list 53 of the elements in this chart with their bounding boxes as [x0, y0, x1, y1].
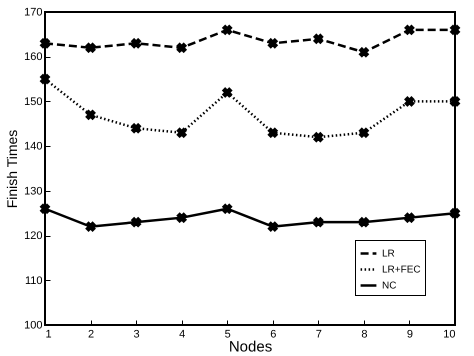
x-axis-title: Nodes — [228, 338, 272, 356]
point — [40, 204, 50, 214]
point — [358, 47, 370, 58]
x-tick-label: 5 — [224, 328, 231, 340]
point — [40, 38, 50, 48]
point — [268, 128, 278, 138]
point — [450, 208, 460, 218]
point — [313, 34, 324, 44]
point — [176, 212, 187, 223]
point — [313, 132, 324, 142]
x-tick-label: 3 — [134, 328, 140, 340]
x-tick-label: 9 — [406, 328, 414, 340]
x-tick-label: 6 — [270, 328, 276, 340]
point — [85, 42, 96, 53]
point — [268, 221, 278, 232]
point — [176, 42, 187, 53]
legend-label: LR+FEC — [382, 264, 421, 276]
y-tick-label: 170 — [24, 6, 42, 18]
y-tick-label: 110 — [24, 274, 42, 287]
point — [313, 216, 324, 228]
point — [222, 204, 232, 214]
point — [358, 128, 370, 138]
point — [85, 221, 96, 232]
x-tick-label: 8 — [361, 328, 368, 340]
point — [358, 216, 370, 228]
legend-label: LR — [382, 248, 395, 260]
point — [268, 38, 278, 48]
point — [450, 24, 460, 36]
y-tick-label: 100 — [24, 320, 42, 332]
x-tick-label: 1 — [46, 328, 52, 340]
point — [404, 96, 415, 107]
point — [130, 123, 142, 134]
x-tick-label: 10 — [443, 328, 456, 340]
point — [222, 87, 232, 98]
point — [130, 216, 142, 228]
point — [222, 24, 232, 36]
y-tick-label: 160 — [24, 51, 42, 64]
point — [404, 212, 415, 223]
point — [176, 128, 187, 138]
point — [404, 24, 415, 36]
x-tick-label: 2 — [88, 328, 94, 340]
point — [130, 38, 142, 48]
x-tick-label: 4 — [179, 328, 186, 340]
point — [40, 74, 50, 84]
y-tick-label: 130 — [24, 185, 42, 198]
y-tick-label: 120 — [24, 230, 42, 242]
x-tick-label: 7 — [316, 328, 322, 340]
y-axis-title: Finish Times — [4, 130, 20, 208]
y-tick-label: 150 — [24, 96, 42, 108]
point — [450, 96, 460, 107]
legend-label: NC — [382, 280, 396, 292]
y-tick-label: 140 — [24, 140, 42, 153]
point — [85, 110, 96, 120]
